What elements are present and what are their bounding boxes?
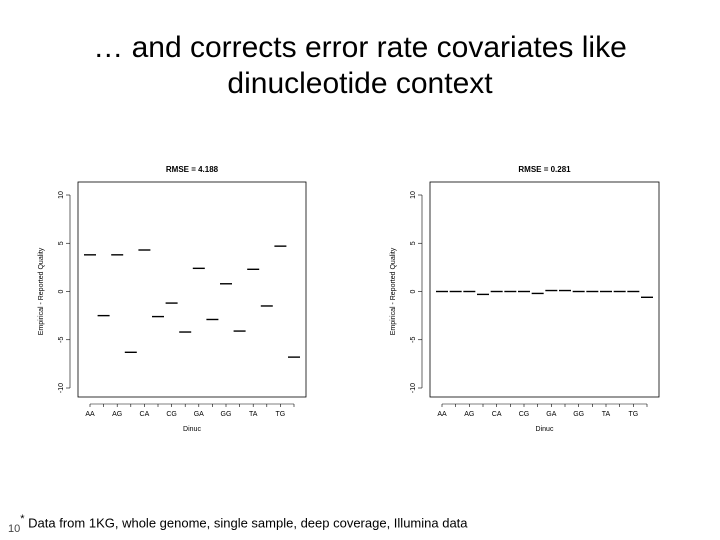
x-tick-label: TA <box>249 411 258 418</box>
x-tick-label: AA <box>437 411 447 418</box>
x-tick-label: CA <box>140 411 150 418</box>
y-tick-label: -5 <box>58 337 65 343</box>
y-tick-label: 5 <box>410 241 417 245</box>
y-axis-label: Empirical - Reported Quality <box>38 247 45 335</box>
y-tick-label: 0 <box>58 289 65 293</box>
y-tick-label: -10 <box>410 383 417 393</box>
plot-frame <box>77 181 307 398</box>
x-tick-label: GG <box>221 411 232 418</box>
x-tick-label: TG <box>276 411 286 418</box>
y-axis-label: Empirical - Reported Quality <box>390 247 397 335</box>
plot-frame <box>429 181 660 398</box>
x-axis-label: Dinuc <box>183 426 201 433</box>
y-tick-label: 0 <box>410 289 417 293</box>
x-tick-label: GA <box>194 411 204 418</box>
chart-title: RMSE = 4.188 <box>166 165 219 174</box>
x-axis-label: Dinuc <box>536 426 554 433</box>
y-tick-label: 5 <box>58 241 65 245</box>
slide-title-line-1: … and corrects error rate covariates lik… <box>93 31 627 64</box>
x-tick-label: GA <box>546 411 556 418</box>
chart-title: RMSE = 0.281 <box>518 165 571 174</box>
x-tick-label: CG <box>519 411 530 418</box>
x-tick-label: GG <box>573 411 584 418</box>
footnote-text: Data from 1KG, whole genome, single samp… <box>28 515 468 531</box>
y-tick-label: -5 <box>410 337 417 343</box>
slide-number: 10 <box>8 523 21 536</box>
footnote: 10* Data from 1KG, whole genome, single … <box>8 513 468 535</box>
x-tick-label: CG <box>166 411 177 418</box>
y-tick-label: 10 <box>58 191 65 199</box>
x-tick-label: CA <box>492 411 502 418</box>
slide-title-line-2: dinucleotide context <box>227 67 493 100</box>
x-tick-label: TG <box>628 411 638 418</box>
y-tick-label: 10 <box>410 191 417 199</box>
x-tick-label: AG <box>464 411 474 418</box>
chart-1: RMSE = 4.188 -10 -5 0 5 10 Empirical - Reporte… <box>38 165 307 433</box>
x-tick-label: AG <box>112 411 122 418</box>
x-tick-label: AA <box>85 411 95 418</box>
chart-2: RMSE = 0.281 -10 -5 0 5 10 Empirical - Reporte… <box>390 165 660 433</box>
x-tick-label: TA <box>602 411 611 418</box>
footnote-marker: * <box>20 513 25 525</box>
slide-title: … and corrects error rate covariates lik… <box>0 30 720 102</box>
y-tick-label: -10 <box>58 383 65 393</box>
